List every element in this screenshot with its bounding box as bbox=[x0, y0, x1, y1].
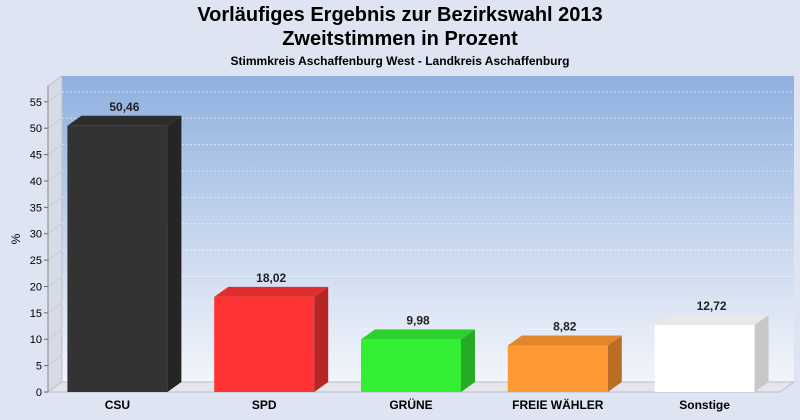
gridline-side bbox=[47, 196, 63, 208]
bar-front bbox=[67, 125, 168, 392]
bar-spd bbox=[214, 286, 329, 392]
bar-top bbox=[654, 314, 769, 325]
bar-value-label: 9,98 bbox=[406, 313, 430, 327]
bar-value-label: 12,72 bbox=[697, 299, 727, 313]
y-tick-label: 30 bbox=[30, 229, 42, 241]
bar-side bbox=[167, 115, 182, 392]
bar-front bbox=[361, 339, 461, 392]
y-tick-label: 25 bbox=[30, 255, 42, 267]
y-tick-label: 35 bbox=[30, 202, 42, 214]
chart-title: Vorläufiges Ergebnis zur Bezirkswahl 201… bbox=[197, 4, 603, 26]
y-axis-label: % bbox=[9, 233, 23, 244]
bar-csu bbox=[67, 115, 182, 392]
gridline-side bbox=[47, 328, 63, 340]
bar-front bbox=[214, 296, 315, 392]
bar-value-label: 18,02 bbox=[256, 271, 286, 285]
x-tick-label: SPD bbox=[252, 398, 277, 412]
y-tick-label: 0 bbox=[36, 387, 42, 399]
y-tick-label: 20 bbox=[30, 281, 42, 293]
bar-side bbox=[461, 329, 475, 392]
y-tick-label: 45 bbox=[30, 150, 42, 162]
bar-top bbox=[214, 286, 329, 297]
x-tick-label: GRÜNE bbox=[389, 397, 432, 412]
x-tick-label: FREIE WÄHLER bbox=[512, 397, 604, 412]
bar-side bbox=[314, 286, 329, 392]
chart-subtitle: Zweitstimmen in Prozent bbox=[282, 28, 518, 50]
gridline-side bbox=[47, 144, 63, 155]
bar-freie-wähler bbox=[507, 335, 622, 392]
gridline-side bbox=[47, 170, 63, 182]
gridline-side bbox=[47, 91, 63, 103]
bar-top bbox=[361, 329, 475, 340]
bar-side bbox=[607, 335, 622, 392]
gridline-side bbox=[47, 302, 63, 314]
bar-front bbox=[654, 324, 755, 392]
bar-grüne bbox=[361, 329, 475, 392]
x-tick-label: CSU bbox=[105, 398, 130, 412]
y-tick-label: 15 bbox=[30, 308, 42, 320]
gridline-side bbox=[47, 355, 63, 367]
y-tick-label: 55 bbox=[30, 97, 42, 109]
gridline-side bbox=[47, 249, 63, 261]
gridline-side bbox=[47, 276, 63, 287]
bar-top bbox=[507, 335, 622, 346]
y-tick-label: 5 bbox=[36, 361, 42, 373]
gridline-side bbox=[47, 223, 63, 235]
bar-front bbox=[507, 345, 608, 392]
bar-side bbox=[754, 314, 769, 392]
bar-value-label: 8,82 bbox=[553, 319, 577, 333]
x-tick-label: Sonstige bbox=[679, 398, 730, 412]
y-tick-label: 50 bbox=[30, 123, 42, 135]
gridline-side bbox=[47, 117, 63, 129]
y-tick-label: 10 bbox=[30, 334, 42, 346]
y-tick-label: 40 bbox=[30, 176, 42, 188]
bar-value-label: 50,46 bbox=[109, 100, 139, 114]
bar-sonstige bbox=[654, 314, 769, 392]
chart-region-subtitle: Stimmkreis Aschaffenburg West - Landkrei… bbox=[230, 54, 570, 68]
bar-top bbox=[67, 115, 182, 126]
